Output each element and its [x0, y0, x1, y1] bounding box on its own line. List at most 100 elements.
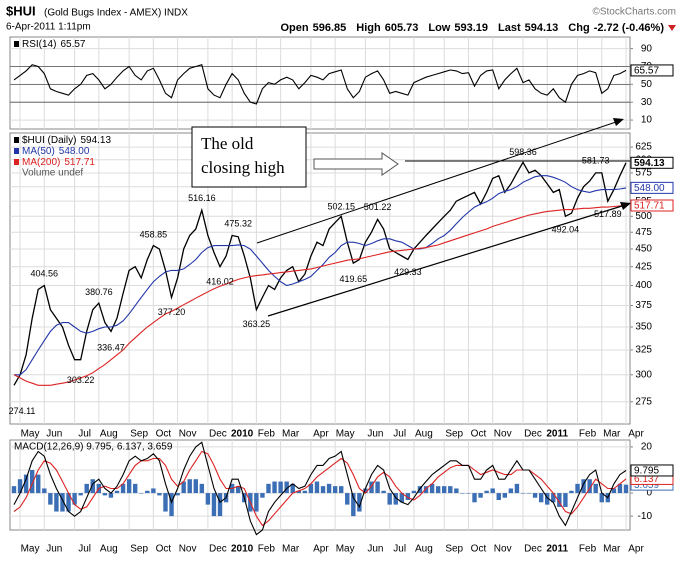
- last-value-label: 3.659: [634, 480, 659, 491]
- histogram-bar: [514, 483, 520, 494]
- x-tick-label: Mar: [603, 544, 621, 555]
- x-tick-label: Nov: [494, 429, 512, 440]
- panel: [9, 439, 631, 531]
- histogram-bar: [308, 483, 314, 494]
- price-label: 363.25: [243, 319, 271, 329]
- histogram-bar: [526, 493, 532, 494]
- histogram-bar: [163, 493, 168, 512]
- x-tick-label: Jul: [393, 544, 406, 555]
- y-tick-label: 500: [635, 211, 652, 222]
- price-label: 419.65: [340, 274, 368, 284]
- x-tick-label: Nov: [179, 544, 197, 555]
- x-tick-label: Mar: [282, 544, 300, 555]
- histogram-bar: [235, 486, 241, 494]
- histogram-bar: [460, 493, 465, 494]
- histogram-bar: [538, 493, 544, 503]
- histogram-bar: [11, 486, 17, 494]
- histogram-bar: [54, 493, 59, 512]
- histogram-bar: [484, 490, 489, 494]
- quote-label: Last: [498, 22, 521, 34]
- quote-label: Low: [428, 22, 450, 34]
- price-label: 336.47: [97, 343, 125, 353]
- histogram-bar: [120, 483, 126, 494]
- histogram-bar: [490, 488, 495, 494]
- price-label: 501.22: [364, 202, 392, 212]
- histogram-bar: [278, 481, 283, 494]
- legend-value: 65.57: [60, 39, 85, 50]
- x-tick-label: 2011: [546, 429, 568, 440]
- histogram-bar: [393, 493, 398, 505]
- quote-label: Open: [280, 22, 308, 34]
- histogram-bar: [90, 479, 95, 494]
- histogram-bar: [520, 493, 526, 494]
- histogram-bar: [454, 488, 459, 494]
- histogram-bar: [187, 479, 192, 494]
- series-line: [13, 160, 627, 386]
- histogram-bar: [593, 483, 598, 494]
- legend-value: 594.13: [80, 135, 111, 146]
- histogram-bar: [29, 470, 35, 494]
- y-tick-label: 375: [635, 300, 652, 311]
- y-tick-label: 400: [635, 280, 652, 291]
- x-tick-label: Aug: [415, 429, 433, 440]
- x-tick-label: Jun: [46, 429, 62, 440]
- legend-name: $HUI (Daily): [22, 135, 76, 146]
- x-tick-label: Jun: [367, 544, 383, 555]
- last-value-label: 517.71: [634, 201, 665, 212]
- histogram-bar: [545, 493, 550, 505]
- price-label: 492.04: [552, 225, 580, 235]
- y-tick-label: 575: [635, 168, 652, 179]
- x-tick-label: Sep: [130, 429, 148, 440]
- last-value-tag: [630, 64, 674, 77]
- histogram-bar: [575, 483, 580, 494]
- histogram-bar: [411, 490, 417, 494]
- y-tick-label: 50: [641, 79, 653, 90]
- x-tick-label: Feb: [258, 544, 276, 555]
- histogram-bar: [551, 493, 556, 503]
- y-tick-label: 0: [646, 488, 652, 499]
- histogram-bar: [36, 474, 41, 494]
- y-tick-label: 90: [641, 43, 653, 54]
- description: (Gold Bugs Index - AMEX) INDX: [44, 8, 188, 19]
- histogram-bar: [108, 493, 114, 498]
- x-tick-label: Dec: [209, 544, 227, 555]
- histogram-bar: [102, 493, 108, 496]
- histogram-bar: [581, 479, 586, 494]
- last-value-label: 65.57: [634, 66, 659, 77]
- price-label: 502.15: [327, 201, 355, 211]
- x-tick-label: Apr: [313, 544, 329, 555]
- quote: Open 596.85 High 605.73 Low 593.19 Last 594.13 C…: [280, 22, 664, 34]
- histogram-bar: [405, 493, 411, 500]
- legend-swatch: [14, 41, 19, 47]
- legend-name: MA(50): [22, 146, 55, 157]
- legend-entry: RSI(14) 65.57: [22, 39, 86, 50]
- x-tick-label: Jun: [367, 429, 383, 440]
- arrow-head: [620, 202, 631, 210]
- series-line: [13, 204, 627, 386]
- last-value-label: 594.13: [634, 158, 665, 169]
- histogram-bar: [478, 493, 483, 498]
- price-label: 598.36: [509, 147, 537, 157]
- histogram-bar: [387, 493, 392, 505]
- histogram-bar: [448, 486, 453, 494]
- legend-swatch: [14, 159, 19, 165]
- y-tick-label: 325: [635, 345, 652, 356]
- x-tick-label: Dec: [524, 544, 542, 555]
- histogram-bar: [302, 490, 308, 494]
- annotations: The old closing high: [191, 118, 631, 317]
- series-line: [14, 175, 627, 376]
- y-tick-label: 425: [635, 261, 652, 272]
- x-tick-label: Apr: [628, 544, 644, 555]
- y-tick-label: 300: [635, 369, 652, 380]
- panel: [9, 132, 631, 425]
- x-tick-label: Oct: [471, 429, 487, 440]
- x-tick-label: Mar: [282, 429, 300, 440]
- legend-value: 517.71: [64, 157, 95, 168]
- histogram-bar: [381, 490, 386, 494]
- histogram-bar: [557, 493, 562, 507]
- legend-value: 548.00: [59, 146, 90, 157]
- histogram-bar: [532, 493, 538, 498]
- histogram-bar: [169, 493, 174, 517]
- y-tick-label: 350: [635, 322, 652, 333]
